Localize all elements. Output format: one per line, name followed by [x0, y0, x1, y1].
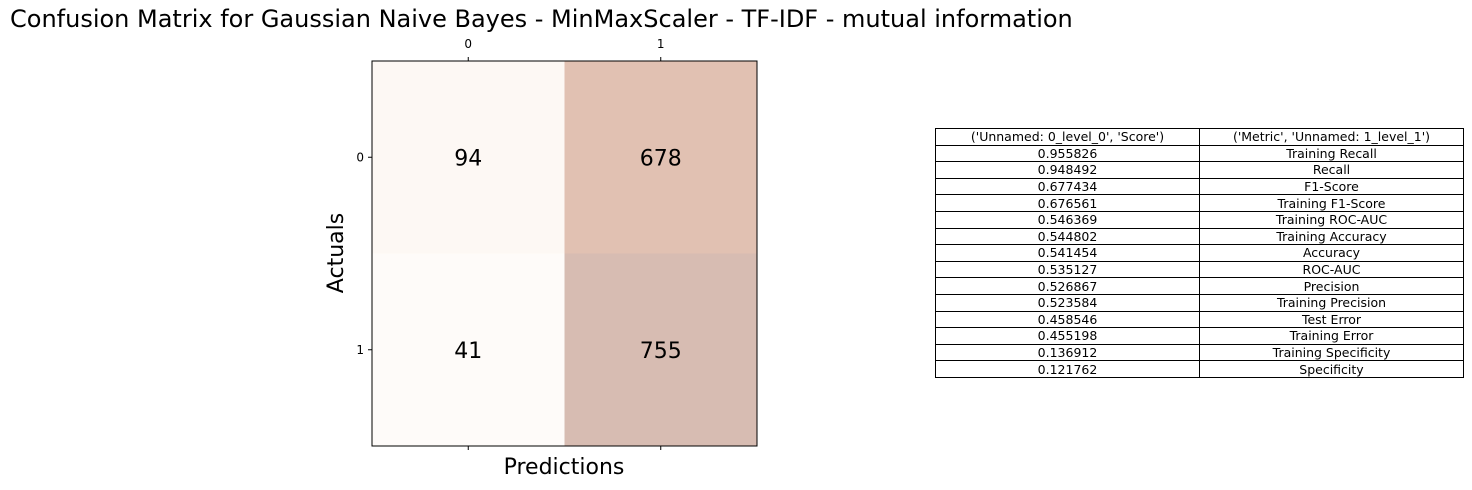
heatmap-frame	[371, 60, 758, 447]
score-cell: 0.544802	[935, 227, 1200, 246]
table-row: 0.121762 Specificity	[935, 360, 1464, 378]
table-row: 0.948492 Recall	[935, 161, 1464, 179]
metric-cell: F1-Score	[1199, 177, 1464, 196]
score-cell: 0.121762	[935, 360, 1200, 378]
table-row: 0.955826 Training Recall	[935, 144, 1464, 163]
table-row: 0.455198 Training Error	[935, 327, 1464, 345]
table-row: 0.677434 F1-Score	[935, 177, 1464, 196]
metrics-table: ('Unnamed: 0_level_0', 'Score') ('Metric…	[935, 128, 1464, 378]
metric-cell: Training Precision	[1199, 293, 1464, 312]
metric-cell: Training Accuracy	[1199, 227, 1464, 246]
cell-value-label: 94	[454, 146, 482, 171]
score-cell: 0.676561	[935, 194, 1200, 212]
metric-cell: Training Error	[1199, 327, 1464, 345]
metric-cell: Recall	[1199, 161, 1464, 179]
table-row: 0.541454 Accuracy	[935, 244, 1464, 262]
y-axis-label: Actuals	[324, 213, 349, 293]
metric-cell: ROC-AUC	[1199, 260, 1464, 279]
metric-cell: Accuracy	[1199, 244, 1464, 262]
table-header-row: ('Unnamed: 0_level_0', 'Score') ('Metric…	[935, 128, 1464, 146]
y-tick-label: 1	[356, 343, 364, 357]
chart-title: Confusion Matrix for Gaussian Naive Baye…	[10, 5, 1073, 33]
table-row: 0.676561 Training F1-Score	[935, 194, 1464, 212]
metric-cell: Training F1-Score	[1199, 194, 1464, 212]
score-cell: 0.455198	[935, 327, 1200, 345]
table-row: 0.526867 Precision	[935, 277, 1464, 295]
heatmap-cell	[372, 61, 565, 254]
score-cell: 0.546369	[935, 210, 1200, 229]
x-tick-label: 1	[657, 37, 665, 51]
metric-cell: Specificity	[1199, 360, 1464, 378]
score-cell: 0.948492	[935, 161, 1200, 179]
score-cell: 0.535127	[935, 260, 1200, 279]
cell-value-label: 41	[454, 339, 482, 364]
score-cell: 0.523584	[935, 293, 1200, 312]
metric-cell: Training Specificity	[1199, 343, 1464, 362]
heatmap-cell	[564, 61, 757, 254]
metric-cell: Training ROC-AUC	[1199, 210, 1464, 229]
metric-cell: Training Recall	[1199, 144, 1464, 163]
score-cell: 0.955826	[935, 144, 1200, 163]
y-tick-label: 0	[356, 150, 364, 164]
table-row: 0.535127 ROC-AUC	[935, 260, 1464, 279]
metric-cell: Precision	[1199, 277, 1464, 295]
table-row: 0.136912 Training Specificity	[935, 343, 1464, 362]
heatmap-cell	[372, 253, 565, 446]
table-row: 0.523584 Training Precision	[935, 293, 1464, 312]
table-row: 0.544802 Training Accuracy	[935, 227, 1464, 246]
score-cell: 0.677434	[935, 177, 1200, 196]
table-header-metric: ('Metric', 'Unnamed: 1_level_1')	[1199, 128, 1464, 146]
table-header-score: ('Unnamed: 0_level_0', 'Score')	[935, 128, 1200, 146]
metric-cell: Test Error	[1199, 310, 1464, 329]
x-axis-label: Predictions	[504, 455, 625, 480]
heatmap-cell	[564, 253, 757, 446]
score-cell: 0.458546	[935, 310, 1200, 329]
x-tick-label: 0	[464, 37, 472, 51]
score-cell: 0.136912	[935, 343, 1200, 362]
table-row: 0.546369 Training ROC-AUC	[935, 210, 1464, 229]
cell-value-label: 678	[640, 146, 682, 171]
score-cell: 0.526867	[935, 277, 1200, 295]
score-cell: 0.541454	[935, 244, 1200, 262]
cell-value-label: 755	[640, 339, 682, 364]
table-row: 0.458546 Test Error	[935, 310, 1464, 329]
